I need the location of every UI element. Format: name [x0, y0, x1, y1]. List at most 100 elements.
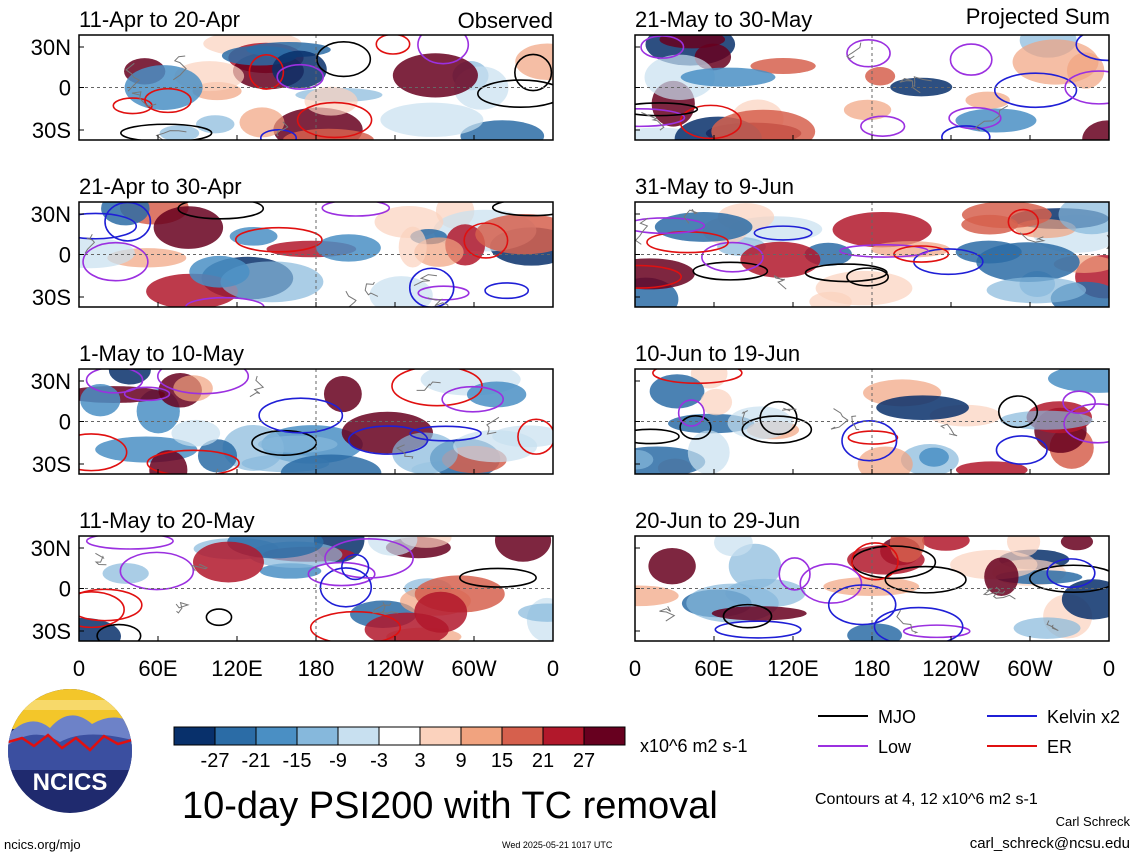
contour-line: [146, 449, 240, 474]
contour-line: [1064, 70, 1109, 105]
anomaly-shade: [229, 226, 278, 246]
legend-label: Low: [878, 737, 912, 757]
contour-line: [96, 623, 142, 641]
coastline: [84, 234, 449, 307]
anomaly-shade: [316, 234, 381, 262]
contour-line: [1029, 564, 1109, 593]
anomaly-shade: [635, 449, 654, 470]
map-panel: 30N 0 30S 11-Apr to 20-Apr: [31, 7, 554, 143]
colorbar: -27 -21 -15 -9 -3 3 9 15 21 27: [173, 726, 626, 772]
anomaly-shade: [890, 77, 953, 97]
anomaly-shade: [1048, 369, 1109, 393]
contour-line: [778, 557, 811, 591]
contour-line: [677, 399, 705, 427]
anomaly-shade: [197, 439, 238, 473]
anomaly-shade: [1013, 617, 1081, 639]
contour-line: [827, 584, 897, 626]
colorbar-tick-label: 27: [573, 750, 595, 772]
anomaly-shade: [740, 241, 821, 278]
y-tick-label: 30S: [32, 619, 71, 644]
contour-line: [635, 102, 699, 117]
anomaly-shade: [876, 395, 969, 420]
coastline: [635, 208, 1109, 290]
anomaly-shade: [1082, 120, 1109, 140]
anomaly-shade: [280, 454, 382, 474]
contour-line: [635, 428, 680, 445]
anomaly-shade: [700, 388, 733, 416]
contour-line: [248, 53, 285, 90]
coastline: [94, 552, 399, 615]
contour-line: [123, 386, 171, 402]
legend-label: ER: [1047, 737, 1072, 757]
contour-line: [119, 551, 195, 591]
anomaly-shade: [149, 450, 188, 474]
anomaly-shade: [644, 54, 715, 101]
contour-line: [993, 72, 1078, 109]
contour-line: [391, 369, 483, 407]
projected-label: Projected Sum: [966, 4, 1110, 29]
contour-line: [477, 79, 553, 109]
contour-line: [873, 606, 964, 641]
anomaly-shade: [965, 91, 1010, 109]
anomaly-shade: [847, 623, 903, 641]
contour-line: [321, 202, 391, 217]
anomaly-shade: [919, 447, 949, 467]
contour-line: [884, 565, 967, 594]
anomaly-shade: [1006, 536, 1041, 557]
contour-line: [417, 35, 470, 65]
anomaly-shade: [635, 585, 679, 607]
legend-label: MJO: [878, 707, 916, 727]
coastline: [741, 407, 958, 437]
anomaly-shade: [367, 536, 418, 556]
contour-line: [753, 225, 813, 241]
anomaly-shade: [1066, 52, 1105, 89]
contour-line: [847, 430, 899, 445]
y-tick-label: 30S: [32, 118, 71, 143]
contour-line: [1063, 403, 1109, 444]
colorbar-tick-label: 15: [491, 750, 513, 772]
contour-line: [635, 264, 682, 289]
contour-line: [408, 267, 455, 307]
map-panel: 30N 0 30S 1-May to 10-May: [31, 341, 554, 477]
colorbar-tick-label: -15: [283, 750, 312, 772]
anomaly-shade: [984, 557, 1019, 596]
y-tick-label: 0: [59, 243, 71, 268]
ncics-logo: NCICS: [8, 689, 132, 813]
anomaly-shade: [843, 99, 892, 121]
anomaly-shade: [1058, 202, 1109, 235]
x-tick-label: 0: [629, 656, 641, 681]
contour-line: [82, 241, 149, 282]
y-tick-label: 30N: [31, 536, 71, 561]
contour-line: [640, 35, 685, 59]
contour-line: [324, 538, 414, 579]
colorbar-swatch: [296, 726, 339, 746]
panel-title: 11-May to 20-May: [79, 508, 255, 533]
contour-line: [491, 202, 553, 217]
anomaly-shade: [398, 226, 427, 268]
colorbar-swatch: [419, 726, 462, 746]
contour-line: [741, 415, 813, 444]
anomaly-shade: [392, 432, 458, 474]
contour-line: [635, 217, 706, 235]
x-tick-label: 0: [73, 656, 85, 681]
contour-line: [484, 282, 530, 300]
anomaly-shade: [687, 430, 730, 474]
coastline: [215, 375, 500, 474]
map-panel: 30N 0 30S 21-Apr to 30-Apr: [31, 174, 554, 310]
contour-line: [1046, 558, 1096, 589]
contour-line: [441, 385, 505, 413]
anomaly-shade: [369, 276, 433, 307]
anomaly-shade: [515, 43, 553, 80]
contour-line: [941, 125, 991, 140]
colorbar-swatch: [255, 726, 298, 746]
contour-line: [714, 620, 802, 639]
contour-line: [635, 107, 686, 128]
contour-line: [316, 40, 372, 78]
colorbar-swatch: [460, 726, 503, 746]
contour-line: [679, 414, 712, 440]
y-tick-label: 0: [59, 410, 71, 435]
y-tick-label: 30N: [31, 369, 71, 394]
contour-line: [692, 261, 769, 281]
contour-line: [120, 123, 213, 140]
